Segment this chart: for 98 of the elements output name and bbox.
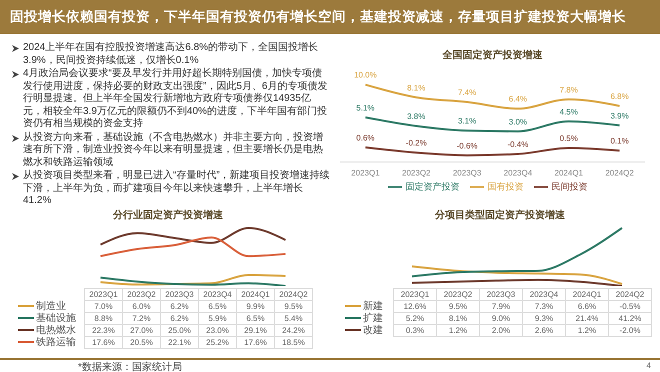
data-label: 5.2% — [394, 312, 436, 324]
data-label: 21.4% — [566, 312, 608, 324]
x-tick-label: 2023Q1 — [351, 168, 380, 178]
data-label: 8.8% — [84, 312, 122, 324]
x-tick-label: 2024Q2 — [605, 168, 634, 178]
chart-title: 分行业固定资产投资增速 — [112, 208, 224, 222]
x-tick-label: 2024Q1 — [554, 168, 584, 178]
data-label: 3.1% — [458, 116, 476, 126]
legend-label: 基础设施 — [35, 312, 77, 324]
data-label: 7.2% — [122, 312, 160, 324]
legend-label: 民间投资 — [552, 181, 588, 192]
data-label: 41.2% — [608, 312, 652, 324]
data-label: 6.5% — [198, 300, 236, 312]
data-label: 7.4% — [458, 88, 476, 97]
data-label: 7.0% — [84, 300, 122, 312]
x-tick-label: 2023Q1 — [84, 288, 122, 300]
data-label: 3.9% — [610, 111, 629, 120]
x-tick-label: 2023Q1 — [394, 288, 436, 300]
data-label: 8.1% — [407, 83, 426, 92]
data-label: 3.0% — [508, 117, 528, 126]
data-label: 7.9% — [480, 300, 522, 312]
data-label: -0.6% — [456, 141, 478, 150]
x-tick-label: 2024Q2 — [274, 288, 312, 300]
text: 4 — [646, 361, 651, 370]
data-label: 22.3% — [84, 324, 122, 336]
text: 从投资项目类型来看，明显已进入“存量时代”，新建项目投资增速持续下滑，上半年为负，而扩建项目今年以来快速攀升，上半年增长41.2% — [22, 170, 330, 208]
x-tick-label: 2023Q2 — [402, 168, 432, 178]
data-label: 9.0% — [480, 312, 522, 324]
data-label: 6.2% — [160, 312, 198, 324]
data-label: 22.1% — [160, 336, 198, 348]
data-label: 9.3% — [522, 312, 566, 324]
data-label: 25.0% — [160, 324, 198, 336]
data-label: 6.8% — [610, 92, 629, 101]
data-label: 7.3% — [522, 300, 566, 312]
data-label: 5.1% — [356, 103, 375, 112]
x-tick-label: 2023Q4 — [198, 288, 236, 300]
legend-label: 新建 — [362, 300, 384, 312]
x-tick-label: 2023Q3 — [160, 288, 198, 300]
data-label: 0.6% — [356, 133, 375, 142]
data-label: 29.1% — [236, 324, 274, 336]
legend-label: 铁路运输 — [35, 336, 77, 348]
x-tick-label: 2023Q4 — [504, 168, 533, 178]
data-label: 20.5% — [122, 336, 160, 348]
data-label: 0.1% — [610, 136, 629, 146]
data-label: 5.9% — [198, 312, 236, 324]
data-label: 2.0% — [480, 324, 522, 336]
x-tick-label: 2023Q3 — [480, 288, 522, 300]
data-label: 17.6% — [236, 336, 274, 348]
chart-title: 全国固定资产投资增速 — [442, 48, 544, 63]
data-label: 10.0% — [354, 70, 377, 80]
data-label: 6.0% — [122, 300, 160, 312]
data-label: 2.6% — [522, 324, 566, 336]
data-label: 1.2% — [566, 324, 608, 336]
data-label: 3.8% — [407, 112, 426, 121]
x-tick-label: 2023Q2 — [436, 288, 480, 300]
data-label: 25.2% — [198, 336, 236, 348]
data-label: 7.8% — [560, 85, 578, 94]
data-label: 9.9% — [236, 300, 274, 312]
text: 4月政治局会议要求“要及早发行并用好超长期特别国债，加快专项债发行使用进度，保持必要的财政支出强度”，因此5月、6月的专项债发行明显提速。但上半年全国发行新增地方政府专项债券仅14935亿元，相较全年3.9万亿元的限额仍不到40%的进度，下半年国有部门投资仍有相当规模的资金支持 — [22, 68, 328, 130]
data-label: 24.2% — [274, 324, 312, 336]
data-label: 8.1% — [436, 312, 480, 324]
x-tick-label: 2023Q3 — [452, 168, 482, 178]
x-tick-label: 2024Q2 — [608, 288, 652, 300]
data-label: 17.6% — [84, 336, 122, 348]
data-label: -0.5% — [608, 300, 652, 312]
data-label: 27.0% — [122, 324, 160, 336]
legend-label: 国有投资 — [488, 181, 524, 192]
data-label: -0.4% — [507, 140, 528, 149]
data-label: 23.0% — [198, 324, 236, 336]
text: *数据来源：国家统计局 — [78, 360, 182, 372]
data-label: 6.5% — [236, 312, 274, 324]
data-label: 6.6% — [566, 300, 608, 312]
legend-label: 电热燃水 — [35, 324, 77, 336]
data-label: 9.5% — [436, 300, 480, 312]
data-label: 0.3% — [394, 324, 436, 336]
legend-label: 改建 — [362, 324, 384, 336]
text: 固投增长依赖国有投资，下半年国有投资仍有增长空间，基建投资减速，存量项目扩建投资大幅增长 — [0, 0, 660, 34]
data-label: 12.6% — [394, 300, 436, 312]
legend-label: 固定资产投资 — [406, 181, 460, 192]
x-tick-label: 2023Q2 — [122, 288, 160, 300]
data-label: 9.5% — [274, 300, 312, 312]
data-label: -2.0% — [608, 324, 652, 336]
data-label: 18.5% — [274, 336, 312, 348]
data-label: 6.4% — [508, 94, 528, 104]
text: 2024上半年在国有控股投资增速高达6.8%的带动下，全国国投增长3.9%，民间投资持续低迷，仅增长0.1% — [22, 42, 320, 67]
data-label: 5.4% — [274, 312, 312, 324]
data-label: 0.5% — [560, 134, 578, 143]
data-label: 1.2% — [436, 324, 480, 336]
text: 从投资方向来看，基础设施（不含电热燃水）并非主要方向，投资增速有所下滑，制造业投资今年以来有明显提速，但主要增长仍是电热燃水和铁路运输领域 — [22, 132, 324, 169]
data-label: 6.2% — [160, 300, 198, 312]
data-label: -0.2% — [406, 138, 427, 148]
legend-label: 制造业 — [35, 300, 67, 312]
x-tick-label: 2024Q1 — [236, 288, 274, 300]
legend-label: 扩建 — [362, 312, 384, 324]
x-tick-label: 2023Q4 — [522, 288, 566, 300]
data-label: 4.5% — [560, 107, 578, 116]
chart-title: 分项目类型固定资产投资增速 — [434, 208, 566, 222]
x-tick-label: 2024Q1 — [566, 288, 608, 300]
